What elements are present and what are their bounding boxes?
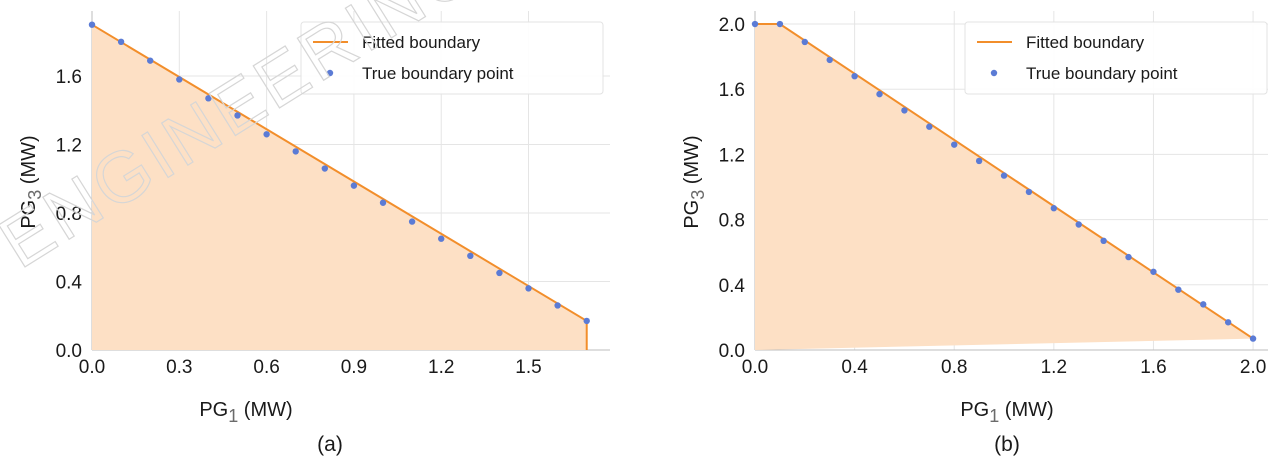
true-boundary-point-a-0 xyxy=(88,21,96,28)
true-boundary-point-b-13 xyxy=(1075,221,1082,228)
legend-point-swatch-b xyxy=(990,69,998,77)
x-axis-label-b: PG1 (MW) xyxy=(960,399,1053,426)
true-boundary-point-a-7 xyxy=(292,148,299,155)
true-boundary-point-a-10 xyxy=(379,199,387,206)
true-boundary-point-a-4 xyxy=(205,95,212,102)
true-boundary-point-b-0 xyxy=(751,20,759,28)
true-boundary-point-b-7 xyxy=(926,123,933,130)
x-tick-label-b-2: 0.8 xyxy=(941,357,967,378)
ticks-a: 0.0 0.3 0.6 0.9 1.2 1.5 0.0 0.4 0.8 1.2 1.6 xyxy=(56,67,542,378)
x-tick-label-b-1: 0.4 xyxy=(841,357,868,378)
y-tick-label-a-1: 0.4 xyxy=(56,273,83,294)
x-tick-label-a-0: 0.0 xyxy=(79,357,105,378)
true-boundary-point-a-6 xyxy=(263,131,270,138)
x-tick-label-b-4: 1.6 xyxy=(1140,357,1166,378)
y-tick-label-a-2: 0.8 xyxy=(56,204,82,225)
y-tick-label-b-1: 0.4 xyxy=(719,276,746,297)
x-tick-label-a-4: 1.2 xyxy=(428,357,454,378)
true-boundary-point-b-9 xyxy=(975,157,983,165)
legend-b: Fitted boundary True boundary point xyxy=(964,21,1268,95)
chart-panel-a: 0.0 0.3 0.6 0.9 1.2 1.5 0.0 0.4 0.8 1.2 1.6 PG1 (M… xyxy=(18,11,610,456)
x-tick-label-b-0: 0.0 xyxy=(742,357,768,378)
true-boundary-point-b-8 xyxy=(951,141,958,148)
true-boundary-point-b-2 xyxy=(801,38,809,46)
true-boundary-point-b-4 xyxy=(851,72,858,80)
y-tick-label-b-3: 1.2 xyxy=(719,145,745,166)
true-boundary-point-a-11 xyxy=(408,218,416,225)
legend-label-fitted-b: Fitted boundary xyxy=(1026,33,1145,52)
feasible-region-b xyxy=(755,24,1254,351)
true-boundary-point-b-10 xyxy=(1000,172,1008,179)
x-tick-label-a-5: 1.5 xyxy=(515,357,541,378)
x-tick-label-a-1: 0.3 xyxy=(166,357,192,378)
true-boundary-point-a-8 xyxy=(321,165,329,172)
marks-b xyxy=(751,20,1257,351)
true-boundary-point-b-18 xyxy=(1200,301,1207,308)
legend-a: Fitted boundary True boundary point xyxy=(300,21,604,95)
true-boundary-point-b-16 xyxy=(1150,268,1157,275)
y-tick-label-a-0: 0.0 xyxy=(56,341,82,362)
true-boundary-point-a-13 xyxy=(467,252,474,260)
y-tick-label-b-0: 0.0 xyxy=(719,341,745,362)
true-boundary-point-b-20 xyxy=(1249,335,1257,342)
x-tick-label-b-5: 2.0 xyxy=(1240,357,1266,378)
legend-point-swatch-a xyxy=(326,69,334,77)
true-boundary-point-b-17 xyxy=(1175,286,1182,293)
true-boundary-point-a-1 xyxy=(117,38,125,46)
true-boundary-point-a-9 xyxy=(350,182,358,189)
true-boundary-point-a-15 xyxy=(525,285,532,292)
y-tick-label-b-5: 2.0 xyxy=(719,15,745,36)
caption-b: (b) xyxy=(994,433,1020,456)
y-tick-label-a-4: 1.6 xyxy=(56,67,82,88)
true-boundary-point-b-19 xyxy=(1224,319,1232,326)
true-boundary-point-b-3 xyxy=(826,56,833,64)
true-boundary-point-a-12 xyxy=(438,235,445,242)
true-boundary-point-a-14 xyxy=(496,269,503,277)
true-boundary-point-b-14 xyxy=(1100,237,1107,245)
caption-a: (a) xyxy=(317,433,343,456)
legend-label-fitted-a: Fitted boundary xyxy=(362,33,481,52)
legend-label-true-b: True boundary point xyxy=(1026,64,1178,83)
true-boundary-point-b-12 xyxy=(1050,205,1058,212)
ticks-b: 0.0 0.4 0.8 1.2 1.6 2.0 0.0 0.4 0.8 1.2 1.6 2.0 xyxy=(719,15,1267,378)
y-tick-label-b-4: 1.6 xyxy=(719,80,745,101)
true-boundary-point-b-11 xyxy=(1025,188,1033,196)
true-boundary-point-a-16 xyxy=(554,302,561,309)
x-axis-label-a: PG1 (MW) xyxy=(199,399,292,426)
true-boundary-point-b-1 xyxy=(776,20,784,28)
chart-panel-b: 0.0 0.4 0.8 1.2 1.6 2.0 0.0 0.4 0.8 1.2 1.6 2.0 PG1… xyxy=(681,11,1268,456)
y-tick-label-a-3: 1.2 xyxy=(56,136,82,157)
true-boundary-point-b-6 xyxy=(901,107,908,114)
marks-a xyxy=(88,21,590,351)
y-axis-label-b: PG3 (MW) xyxy=(681,135,708,228)
true-boundary-point-a-17 xyxy=(583,317,590,325)
true-boundary-point-a-2 xyxy=(147,57,154,64)
true-boundary-point-b-15 xyxy=(1125,253,1132,261)
y-tick-label-b-2: 0.8 xyxy=(719,211,745,232)
x-tick-label-b-3: 1.2 xyxy=(1041,357,1067,378)
true-boundary-point-b-5 xyxy=(876,90,883,98)
legend-box-a xyxy=(300,21,604,95)
true-boundary-point-a-5 xyxy=(234,112,241,119)
y-axis-label-a: PG3 (MW) xyxy=(18,135,45,228)
legend-box-b xyxy=(964,21,1268,95)
x-tick-label-a-2: 0.6 xyxy=(253,357,279,378)
x-tick-label-a-3: 0.9 xyxy=(341,357,367,378)
true-boundary-point-a-3 xyxy=(176,76,183,83)
legend-label-true-a: True boundary point xyxy=(362,64,514,83)
feasible-region-a xyxy=(92,24,587,351)
